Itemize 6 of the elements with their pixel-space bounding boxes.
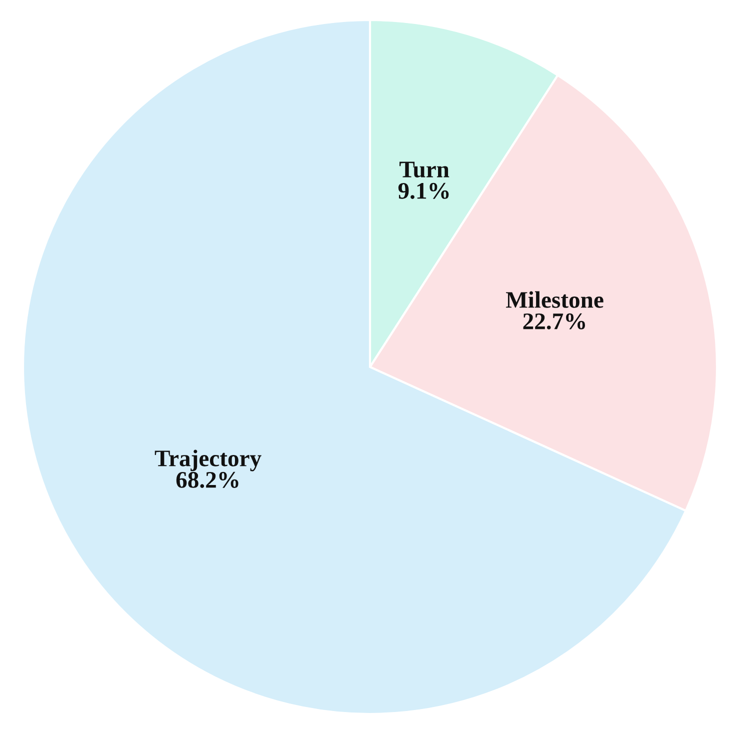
data-label: 22.7% bbox=[523, 313, 586, 330]
data-label: 68.2% bbox=[176, 472, 238, 488]
slice-label: Milestone bbox=[506, 291, 604, 308]
slice-label: Trajectory bbox=[154, 450, 262, 472]
data-label: 9.1% bbox=[398, 182, 449, 199]
slice-label: Turn bbox=[400, 162, 450, 178]
